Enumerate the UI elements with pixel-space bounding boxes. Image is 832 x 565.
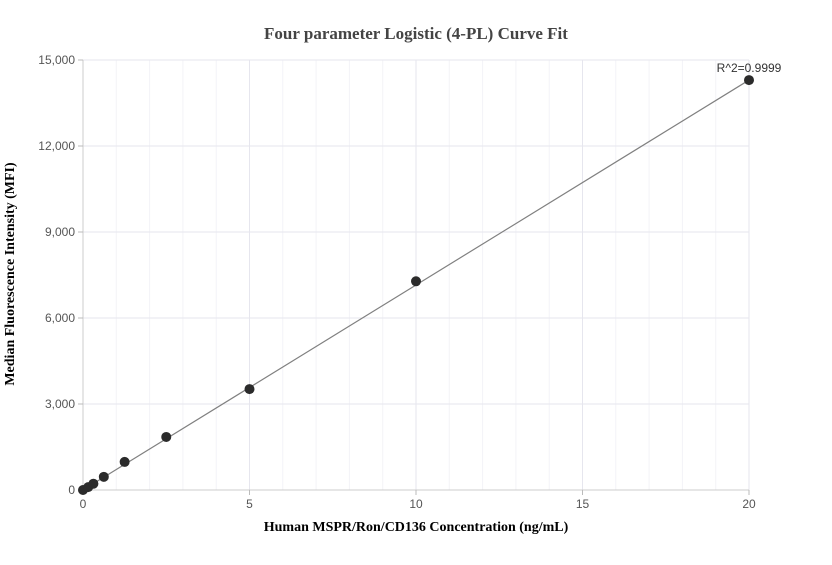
x-tick-label: 15 bbox=[576, 497, 590, 511]
data-points-layer bbox=[78, 75, 754, 495]
y-axis-label: Median Fluorescence Intensity (MFI) bbox=[3, 162, 18, 386]
x-tick-label: 0 bbox=[80, 497, 87, 511]
data-point bbox=[744, 75, 754, 86]
y-tick-label: 12,000 bbox=[38, 139, 75, 153]
data-point bbox=[98, 471, 109, 482]
data-point bbox=[411, 276, 421, 287]
x-tick-label: 5 bbox=[246, 497, 253, 511]
y-tick-label: 6,000 bbox=[45, 311, 75, 325]
y-tick-label: 0 bbox=[68, 483, 75, 497]
y-tick-label: 9,000 bbox=[45, 225, 75, 239]
chart-title: Four parameter Logistic (4-PL) Curve Fit bbox=[264, 24, 568, 43]
x-tick-label: 20 bbox=[742, 497, 756, 511]
data-point bbox=[161, 431, 172, 442]
x-axis-label: Human MSPR/Ron/CD136 Concentration (ng/m… bbox=[264, 520, 569, 535]
y-tick-label: 3,000 bbox=[45, 397, 75, 411]
axis-layer: 0 5 10 15 20 0 3,000 6,000 9,000 12,000 15,000 bbox=[38, 53, 756, 511]
y-tick-label: 15,000 bbox=[38, 53, 75, 67]
data-point bbox=[88, 478, 99, 489]
data-point bbox=[119, 456, 130, 467]
r-squared-annotation: R^2=0.9999 bbox=[717, 61, 782, 75]
x-tick-label: 10 bbox=[409, 497, 423, 511]
data-point bbox=[244, 384, 255, 395]
grid-layer bbox=[83, 59, 750, 490]
